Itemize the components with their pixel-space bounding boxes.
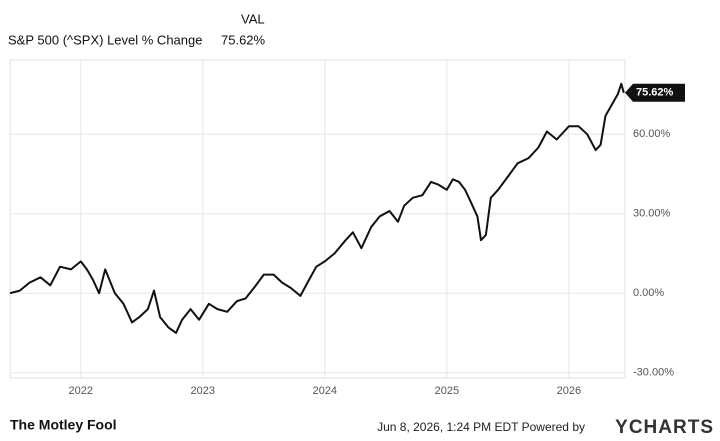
x-tick-label: 2025 <box>435 385 459 397</box>
end-value-tag-box <box>625 83 685 102</box>
timestamp: Jun 8, 2026, 1:24 PM EDT Powered by <box>377 420 585 434</box>
y-tick-label: 60.00% <box>633 128 671 140</box>
x-tick-label: 2026 <box>557 385 581 397</box>
plot-frame <box>9 59 626 379</box>
x-tick-label: 2022 <box>69 385 93 397</box>
line <box>9 82 625 334</box>
y-tick-label: 30.00% <box>633 208 671 220</box>
end-value-label: 75.62% <box>636 87 674 99</box>
legend-value: 75.62% <box>221 32 266 47</box>
brand: YCHARTS <box>615 417 714 438</box>
x-tick-label: 2024 <box>313 385 337 397</box>
x-tick-label: 2023 <box>191 385 215 397</box>
legend-title: VAL <box>241 11 265 26</box>
end-value-tag: 75.62% <box>625 83 685 102</box>
source-logo: The Motley Fool <box>10 417 117 433</box>
y-tick-label: 0.00% <box>633 287 664 299</box>
legend-series-name: S&P 500 (^SPX) Level % Change <box>8 32 202 47</box>
y-tick-label: -30.00% <box>633 367 674 379</box>
